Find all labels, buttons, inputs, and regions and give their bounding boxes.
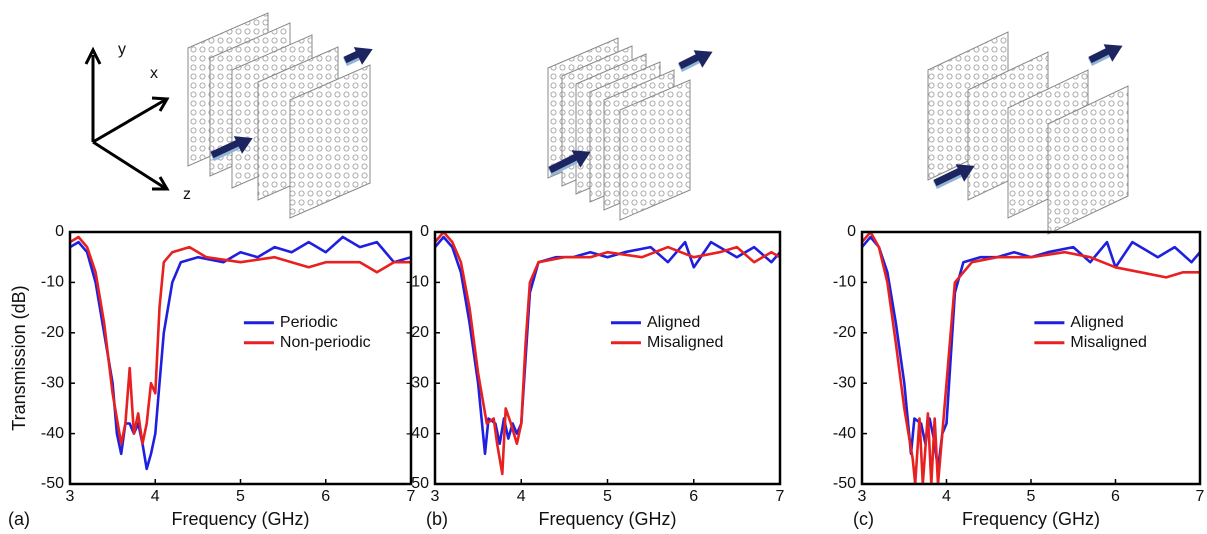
x-tick-label: 3 (66, 488, 75, 505)
x-axis-label: Frequency (GHz) (538, 509, 676, 529)
plot-frame (68, 230, 413, 486)
x-tick-label: 6 (1111, 488, 1120, 505)
structure-diagrams (187, 12, 1129, 235)
wave-arrow (210, 138, 242, 159)
legend-label: Misaligned (647, 334, 723, 351)
panel-label: (b) (426, 509, 448, 529)
chart: 0 -10 -20 -30 -40 -503 4 5 6 7 Aligned Misaligned Fr… (833, 223, 1205, 529)
y-tick-label: -50 (833, 475, 856, 492)
x-tick-label: 7 (407, 488, 416, 505)
plate-holes (290, 65, 370, 218)
chart: 0 -10 -20 -30 -40 -503 4 5 6 7 Periodic Non-periodi… (8, 223, 416, 529)
x-tick-label: 7 (776, 488, 785, 505)
series-line (435, 230, 780, 476)
x-tick-label: 7 (1196, 488, 1205, 505)
plot-frame (860, 230, 1202, 486)
legend-label: Aligned (647, 314, 700, 331)
wave-arrow-head (693, 50, 713, 68)
coordinate-axes (84, 46, 170, 191)
series-line (862, 235, 1200, 471)
plot-frame (433, 230, 782, 486)
y-tick-label: -30 (406, 374, 429, 391)
x-tick-label: 3 (431, 488, 440, 505)
y-tick-label: 0 (55, 223, 64, 240)
y-axis-label: Transmission (dB) (9, 285, 29, 430)
x-tick-label: 5 (603, 488, 612, 505)
x-tick-label: 4 (942, 488, 951, 505)
x-tick-label: 4 (151, 488, 160, 505)
y-tick-label: -20 (41, 324, 64, 341)
wave-arrow-head (233, 136, 253, 154)
x-tick-label: 5 (1027, 488, 1036, 505)
wave-arrow (548, 152, 580, 174)
panel-label: (c) (853, 509, 874, 529)
x-tick-label: 4 (517, 488, 526, 505)
x-axis-label: Frequency (GHz) (171, 509, 309, 529)
wave-arrow-head (1103, 44, 1123, 62)
y-tick-label: -40 (406, 425, 429, 442)
series-line (70, 235, 411, 445)
plate-holes (620, 80, 690, 220)
chart: 0 -10 -20 -30 -40 -503 4 5 6 7 Aligned Misaligned Fr… (406, 223, 785, 529)
x-tick-label: 5 (236, 488, 245, 505)
plate-holes (1048, 86, 1128, 234)
series-line (70, 235, 411, 471)
axis-label-z: z (183, 186, 191, 203)
y-tick-label: -40 (833, 425, 856, 442)
y-tick-label: -30 (41, 374, 64, 391)
series-line (862, 230, 1200, 484)
x-tick-label: 6 (321, 488, 330, 505)
legend-label: Misaligned (1070, 334, 1146, 351)
axis-label-x: x (150, 65, 158, 82)
wave-arrow (678, 52, 702, 70)
wave-arrow (1088, 46, 1112, 64)
axis-label-y: y (118, 41, 126, 58)
x-tick-label: 6 (689, 488, 698, 505)
y-tick-label: 0 (847, 223, 856, 240)
wave-arrow-head (571, 150, 591, 168)
wave-arrow-head (353, 47, 373, 65)
y-tick-label: -10 (406, 274, 429, 291)
y-tick-label: -30 (833, 374, 856, 391)
x-tick-label: 3 (858, 488, 867, 505)
y-tick-label: -10 (833, 274, 856, 291)
y-tick-label: -20 (833, 324, 856, 341)
x-axis-label: Frequency (GHz) (962, 509, 1100, 529)
y-tick-label: 0 (420, 223, 429, 240)
y-tick-label: -50 (406, 475, 429, 492)
wave-arrow-head (955, 164, 975, 182)
y-tick-label: -40 (41, 425, 64, 442)
panel-label: (a) (8, 509, 30, 529)
y-tick-label: -20 (406, 324, 429, 341)
legend-label: Non-periodic (280, 334, 371, 351)
wave-arrow (933, 166, 964, 187)
legend-label: Periodic (280, 314, 338, 331)
y-tick-label: -50 (41, 475, 64, 492)
legend-label: Aligned (1070, 314, 1123, 331)
y-tick-label: -10 (41, 274, 64, 291)
